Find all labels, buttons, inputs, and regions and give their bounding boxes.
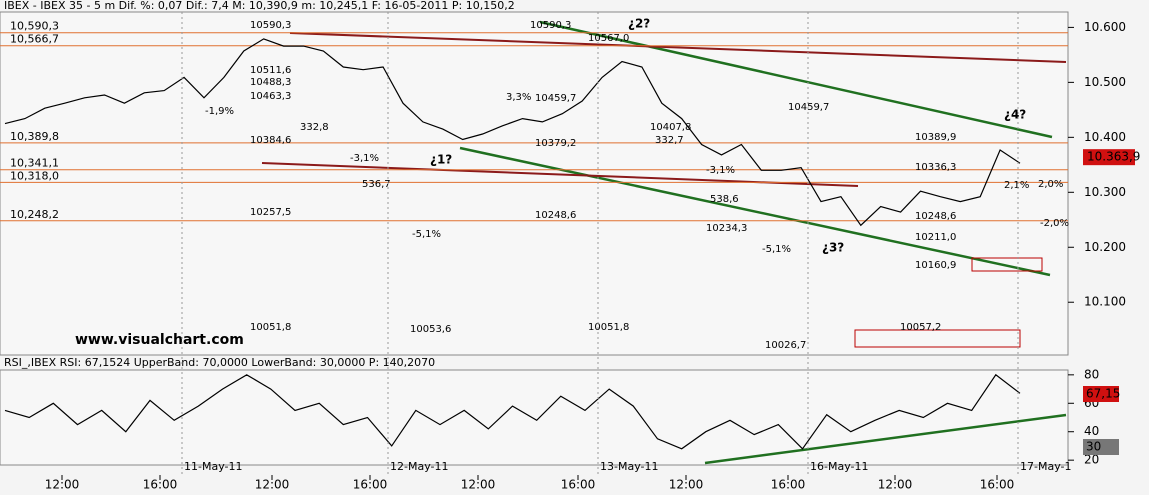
annotation: 10053,6	[410, 324, 451, 335]
x-tick-label: 16:00	[353, 478, 388, 492]
level-label: 10,341,1	[10, 157, 59, 170]
date-label: 11-May-11	[184, 460, 242, 473]
annotation: 2,1%	[1004, 180, 1029, 191]
annotation: ¿3?	[822, 241, 844, 255]
y-tick-label: 20	[1084, 453, 1099, 467]
rsi-tag: 30	[1086, 440, 1101, 454]
annotation: 10051,8	[588, 322, 629, 333]
rsi-header: RSI_,IBEX RSI: 67,1524 UpperBand: 70,000…	[4, 356, 435, 369]
last-price-tag	[1083, 149, 1135, 166]
series-line	[4, 38, 1021, 227]
annotation: 10511,6	[250, 65, 291, 76]
annotation: -2,0%	[1040, 218, 1069, 229]
annotation: -3,1%	[706, 165, 735, 176]
annotation: -5,1%	[412, 229, 441, 240]
annotation: 10051,8	[250, 322, 291, 333]
annotation: 10257,5	[250, 207, 291, 218]
y-tick-label: 10.400	[1084, 130, 1126, 144]
x-tick-label: 12:00	[878, 478, 913, 492]
annotation: 536,7	[362, 179, 391, 190]
y-tick-label: 10.600	[1084, 20, 1126, 34]
date-label: 12-May-11	[390, 460, 448, 473]
trendlines	[261, 20, 1067, 465]
annotation: 3,3%	[506, 92, 531, 103]
annotation: ¿1?	[430, 153, 452, 167]
annotation: ¿2?	[628, 17, 650, 31]
annotation: 10234,3	[706, 223, 747, 234]
level-label: 10,566,7	[10, 33, 59, 46]
x-tick-label: 16:00	[561, 478, 596, 492]
annotation: 10026,7	[765, 340, 806, 351]
annotation: 10248,6	[535, 210, 576, 221]
annotation: 332,7	[655, 135, 684, 146]
y-tick-label: 80	[1084, 367, 1099, 381]
rsi-tag-bg	[1083, 439, 1119, 455]
last-price-label: 10.363,9	[1087, 150, 1140, 164]
rsi-tag: 67,15	[1086, 387, 1120, 401]
date-label: 16-May-11	[810, 460, 868, 473]
x-tick-label: 16:00	[980, 478, 1015, 492]
annotation: -1,9%	[205, 106, 234, 117]
annotation: 10248,6	[915, 211, 956, 222]
annotation: 10211,0	[915, 232, 956, 243]
y-tick-label: 40	[1084, 424, 1099, 438]
annotation: -5,1%	[762, 244, 791, 255]
annotation: 10459,7	[535, 93, 576, 104]
price-panel	[0, 11, 1069, 356]
annotation: 10336,3	[915, 162, 956, 173]
annotation: ¿4?	[1004, 108, 1026, 122]
annotation: 332,8	[300, 122, 329, 133]
level-label: 10,248,2	[10, 208, 59, 221]
x-tick-label: 16:00	[143, 478, 178, 492]
annotation: 10160,9	[915, 260, 956, 271]
y-tick-label: 10.200	[1084, 240, 1126, 254]
date-label: 13-May-11	[600, 460, 658, 473]
annotation: 10384,6	[250, 135, 291, 146]
rsi-panel	[0, 369, 1069, 466]
level-label: 10,590,3	[10, 20, 59, 33]
x-tick-label: 12:00	[669, 478, 704, 492]
date-label: 17-May-1	[1020, 460, 1071, 473]
level-label: 10,318,0	[10, 169, 59, 182]
annotation: 10488,3	[250, 77, 291, 88]
annotation: 2,0%	[1038, 179, 1063, 190]
x-tick-label: 12:00	[461, 478, 496, 492]
annotation: 10567,0	[588, 33, 629, 44]
price-header: IBEX - IBEX 35 - 5 m Dif. %: 0,07 Dif.: …	[4, 0, 515, 12]
annotation: -3,1%	[350, 153, 379, 164]
annotation: 10459,7	[788, 102, 829, 113]
rsi-tag-bg	[1083, 386, 1119, 402]
annotation: 10057,2	[900, 322, 941, 333]
annotation: 10463,3	[250, 91, 291, 102]
level-label: 10,389,8	[10, 130, 59, 143]
watermark: www.visualchart.com	[75, 332, 244, 348]
y-tick-label: 10.100	[1084, 295, 1126, 309]
x-tick-label: 16:00	[771, 478, 806, 492]
annotation: 10590,3	[530, 20, 571, 31]
annotation: 10407,8	[650, 122, 691, 133]
x-tick-label: 12:00	[45, 478, 80, 492]
series-line	[4, 373, 1021, 450]
x-tick-label: 12:00	[255, 478, 290, 492]
annotation: 10590,3	[250, 20, 291, 31]
annotation: 10379,2	[535, 138, 576, 149]
y-tick-label: 10.300	[1084, 185, 1126, 199]
annotation: 538,6	[710, 194, 739, 205]
y-tick-label: 10.500	[1084, 75, 1126, 89]
annotation: 10389,9	[915, 132, 956, 143]
